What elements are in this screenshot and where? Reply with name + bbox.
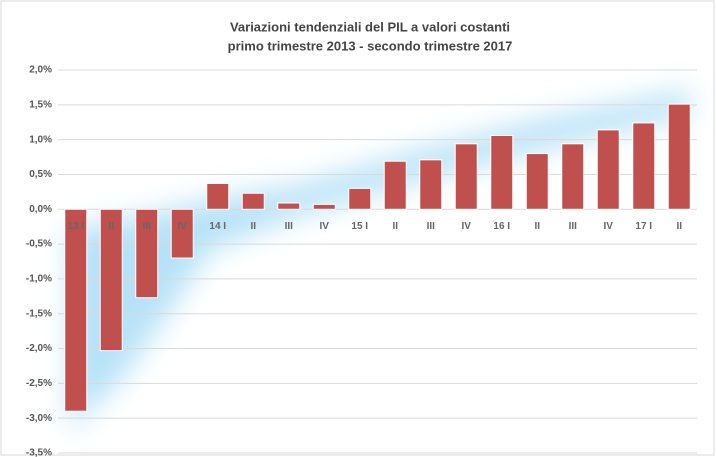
x-tick-label: III [427, 221, 436, 232]
y-tick-label: 2,0% [29, 65, 52, 76]
bar [277, 202, 301, 210]
bar [667, 103, 691, 210]
x-tick-label: II [392, 221, 398, 232]
bar [596, 129, 620, 210]
x-tick-label: IV [178, 221, 188, 232]
y-tick-label: -2,5% [26, 378, 52, 389]
x-tick-label: III [569, 221, 578, 232]
y-tick-label: -3,0% [26, 413, 52, 424]
x-tick-label: II [108, 221, 114, 232]
y-tick-label: -2,0% [26, 343, 52, 354]
y-tick-label: -3,5% [26, 448, 52, 457]
x-tick-label: II [250, 221, 256, 232]
y-tick-label: -1,0% [26, 274, 52, 285]
chart-title: Variazioni tendenziali del PIL a valori … [230, 19, 510, 34]
x-tick-label: IV [604, 221, 614, 232]
bar [241, 192, 265, 210]
bar [383, 160, 407, 210]
bar [135, 208, 159, 299]
x-tick-label: II [534, 221, 540, 232]
bar [525, 153, 549, 210]
background-glow [70, 90, 690, 430]
y-tick-label: 0,5% [29, 169, 52, 180]
bar [99, 208, 123, 352]
chart-subtitle: primo trimestre 2013 - secondo trimestre… [228, 38, 513, 53]
y-tick-label: 1,5% [29, 99, 52, 110]
x-tick-label: 16 I [493, 221, 510, 232]
bar [561, 143, 585, 210]
y-tick-label: -1,5% [26, 308, 52, 319]
y-tick-label: 1,0% [29, 134, 52, 145]
y-tick-label: -0,5% [26, 239, 52, 250]
bar [206, 183, 230, 210]
y-tick-label: 0,0% [29, 204, 52, 215]
x-tick-label: 15 I [351, 221, 368, 232]
x-tick-label: III [143, 221, 152, 232]
bar [419, 159, 443, 210]
x-tick-label: III [285, 221, 294, 232]
bar [454, 143, 478, 210]
bar [312, 203, 336, 210]
x-tick-label: II [676, 221, 682, 232]
x-tick-label: IV [462, 221, 472, 232]
x-tick-label: 13 I [67, 221, 84, 232]
bar [632, 122, 656, 210]
bar [348, 187, 372, 210]
x-tick-label: IV [320, 221, 330, 232]
x-tick-label: 17 I [635, 221, 652, 232]
bar [170, 208, 194, 259]
x-tick-label: 14 I [209, 221, 226, 232]
bar [490, 134, 514, 210]
bar [64, 208, 88, 412]
